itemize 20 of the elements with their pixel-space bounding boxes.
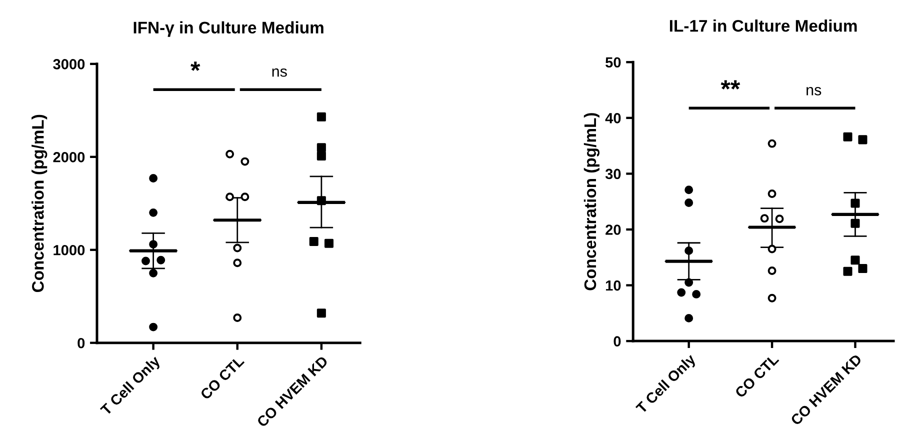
annotation: ns <box>806 87 822 96</box>
annotation: ** <box>720 80 740 90</box>
chart-title: IFN-γ in Culture Medium <box>134 21 324 37</box>
y-tick-label: 0 <box>78 338 85 348</box>
x-tick-label: CO CTL <box>734 353 780 398</box>
y-axis-title: Concentration (pg/mL) <box>584 113 600 290</box>
y-tick-label: 0 <box>614 336 621 346</box>
y-axis-title: Concentration (pg/mL) <box>32 114 48 292</box>
y-tick-label: 40 <box>605 113 621 124</box>
y-tick-label: 2000 <box>53 152 85 162</box>
chart-title: IL-17 in Culture Medium <box>670 20 857 32</box>
y-tick-label: 30 <box>605 168 621 180</box>
annotation: ns <box>272 68 287 77</box>
y-tick-label: 20 <box>606 224 621 235</box>
y-tick-label: 50 <box>606 57 621 68</box>
y-tick-label: 1000 <box>54 244 85 256</box>
x-tick-label: CO CTL <box>200 355 245 400</box>
y-tick-label: 3000 <box>53 59 85 70</box>
annotation: * <box>190 62 200 71</box>
y-tick-label: 10 <box>606 280 621 291</box>
